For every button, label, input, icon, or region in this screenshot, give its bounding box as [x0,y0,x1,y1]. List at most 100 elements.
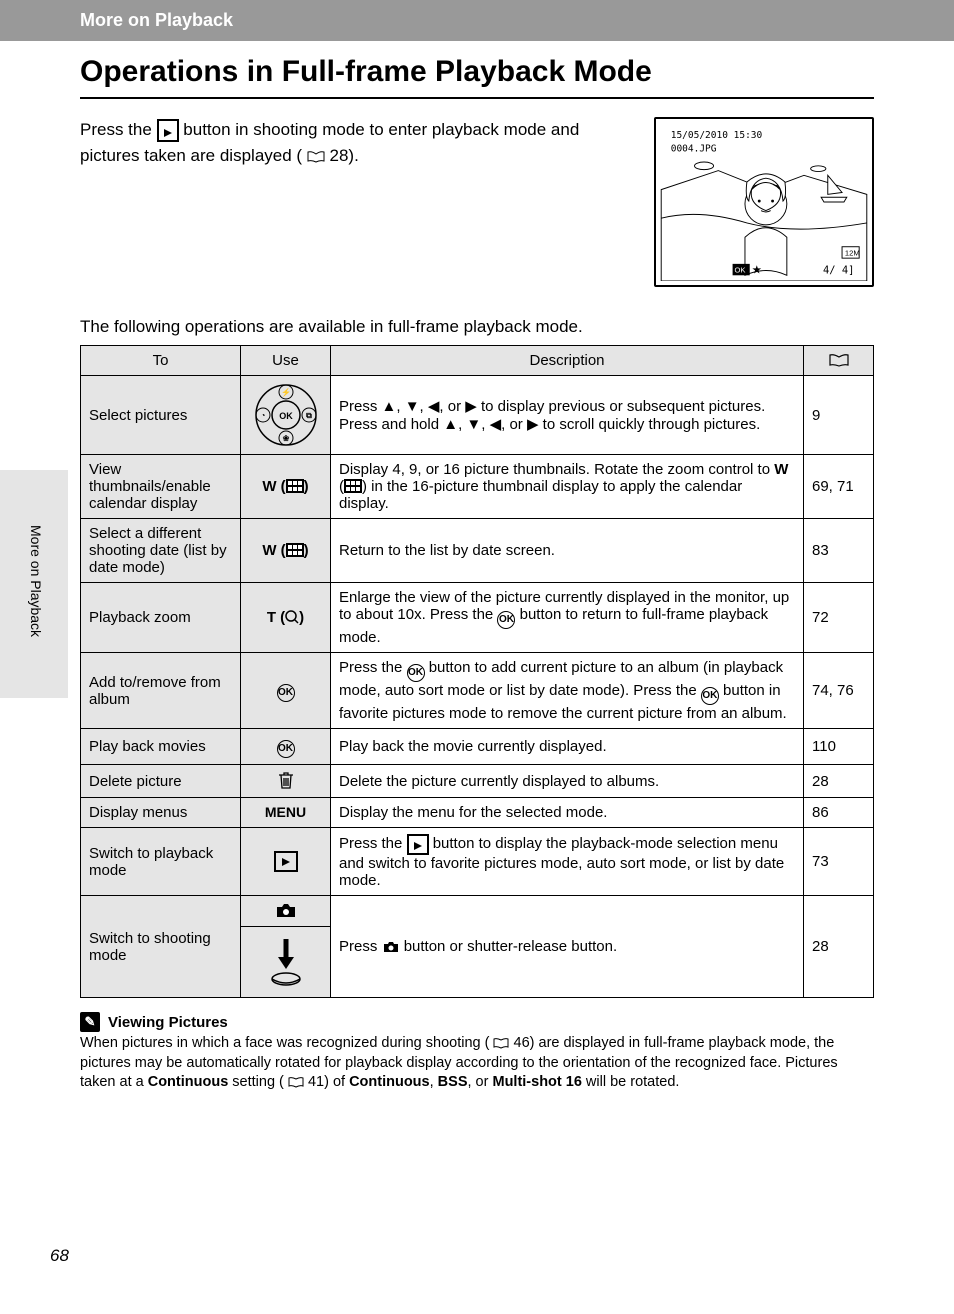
th-to: To [81,346,241,376]
svg-text:4/ 4]: 4/ 4] [823,264,854,276]
cell-use [241,927,331,998]
use-prefix: T [267,609,276,626]
note-bold: BSS [438,1074,468,1090]
cell-use: OK ⚡ ❀ ◔ ⧉ [241,376,331,455]
table-row: Delete picture Delete the picture curren… [81,765,874,798]
book-icon [829,352,849,369]
desc-part: Press the [339,659,407,676]
operations-table: To Use Description Select pictures OK ⚡ … [80,345,874,998]
desc-part: Press the [339,835,407,852]
section-title: More on Playback [80,10,233,30]
cell-to: Add to/remove from album [81,653,241,729]
cell-desc: Press button or shutter-release button. [331,896,804,998]
desc-part: in the 16-picture thumbnail display to a… [339,478,742,512]
cell-to: Select a different shooting date (list b… [81,519,241,583]
cell-use: W () [241,455,331,519]
thumbnail-grid-icon [344,478,362,495]
thumbnail-grid-icon [286,478,304,495]
cell-desc: Display the menu for the selected mode. [331,798,804,828]
desc-part: button or shutter-release button. [404,938,617,955]
cell-desc: Press the OK button to add current pictu… [331,653,804,729]
cell-ref: 74, 76 [804,653,874,729]
cell-use [241,828,331,896]
note-part: , or [468,1074,493,1090]
cell-desc: Enlarge the view of the picture currentl… [331,583,804,653]
cell-ref: 28 [804,896,874,998]
cell-to: Delete picture [81,765,241,798]
cell-use: MENU [241,798,331,828]
cell-ref: 72 [804,583,874,653]
svg-text:◔: ◔ [260,411,265,420]
note-part: , [430,1074,438,1090]
svg-text:OK: OK [279,411,293,421]
cell-to: Select pictures [81,376,241,455]
table-row: Playback zoom T () Enlarge the view of t… [81,583,874,653]
cell-to: Switch to playback mode [81,828,241,896]
cell-ref: 69, 71 [804,455,874,519]
cell-use [241,896,331,927]
magnify-icon [285,609,299,626]
note-part: setting ( [232,1074,284,1090]
use-prefix: W [262,542,276,559]
cell-ref: 28 [804,765,874,798]
cell-use: OK [241,653,331,729]
cell-ref: 83 [804,519,874,583]
ok-icon: OK [701,687,719,705]
cell-use [241,765,331,798]
th-ref [804,346,874,376]
table-row: Select a different shooting date (list b… [81,519,874,583]
table-row: Switch to playback mode Press the button… [81,828,874,896]
preview-illustration: 15/05/2010 15:30 0004.JPG [654,117,874,287]
th-desc: Description [331,346,804,376]
cell-desc: Press the button to display the playback… [331,828,804,896]
table-row: Display menus MENU Display the menu for … [81,798,874,828]
side-tab-label: More on Playback [28,525,44,637]
ok-icon: OK [277,740,295,758]
book-icon [307,146,325,165]
use-prefix: W [262,478,276,495]
svg-text:OK: OK [734,265,745,274]
cell-desc: Display 4, 9, or 16 picture thumbnails. … [331,455,804,519]
note-part: When pictures in which a face was recogn… [80,1035,489,1051]
cell-use: T () [241,583,331,653]
page-number: 68 [50,1246,69,1266]
cell-to: Playback zoom [81,583,241,653]
cell-desc: Press ▲, ▼, ◀, or ▶ to display previous … [331,376,804,455]
svg-text:★: ★ [752,264,762,276]
cell-desc: Play back the movie currently displayed. [331,729,804,765]
playback-icon [274,851,298,872]
cell-desc: Delete the picture currently displayed t… [331,765,804,798]
note-part: 41) of [308,1074,349,1090]
cell-ref: 86 [804,798,874,828]
note-bold: Multi-shot 16 [492,1074,581,1090]
pencil-icon: ✎ [80,1012,100,1032]
book-icon [493,1035,509,1051]
ok-icon: OK [407,664,425,682]
desc-line: Press ▲, ▼, ◀, or ▶ to display previous … [339,397,795,415]
table-row: View thumbnails/enable calendar display … [81,455,874,519]
desc-part: Display 4, 9, or 16 picture thumbnails. … [339,461,774,478]
page-title: Operations in Full-frame Playback Mode [80,55,874,99]
table-row: Play back movies OK Play back the movie … [81,729,874,765]
playback-icon [157,119,179,142]
camera-icon [275,903,297,920]
camera-icon [382,938,400,955]
note-bold: Continuous [148,1074,229,1090]
ok-icon: OK [497,611,515,629]
trash-icon [278,774,294,791]
svg-text:❀: ❀ [282,434,289,443]
note-body: When pictures in which a face was recogn… [80,1034,874,1093]
note-title: Viewing Pictures [108,1014,228,1031]
note-part: will be rotated. [582,1074,680,1090]
thumbnail-grid-icon [286,542,304,559]
preview-file: 0004.JPG [671,144,717,155]
svg-text:12M: 12M [845,248,860,257]
cell-desc: Return to the list by date screen. [331,519,804,583]
table-row: Select pictures OK ⚡ ❀ ◔ ⧉ Press ▲, ▼, ◀… [81,376,874,455]
desc-mid: W [774,461,788,478]
cell-to: Play back movies [81,729,241,765]
cell-use: OK [241,729,331,765]
svg-text:⚡: ⚡ [281,387,291,397]
table-row: Switch to shooting mode Press button or … [81,896,874,927]
shutter-press-icon [266,937,306,987]
